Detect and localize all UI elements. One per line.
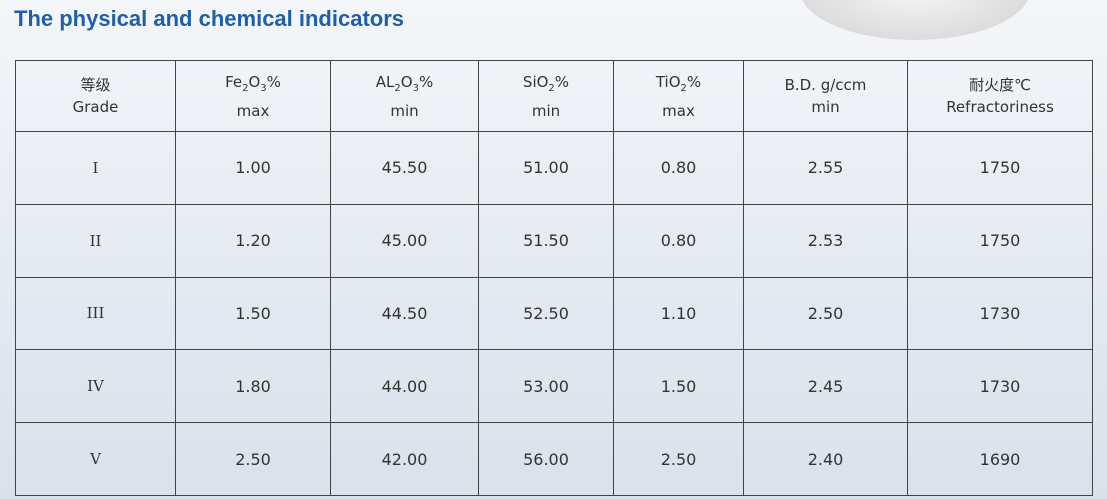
header-sub: min <box>811 98 840 116</box>
table-cell: 2.50 <box>175 422 331 496</box>
table-cell: 42.00 <box>330 422 479 496</box>
table-cell: 51.00 <box>478 131 614 205</box>
header-text: O <box>248 72 261 91</box>
table-cell: 45.50 <box>330 131 479 205</box>
subscript: 2 <box>548 82 555 94</box>
table-cell: IV <box>15 349 176 424</box>
header-line: B.D. g/ccm <box>744 74 907 96</box>
table-cell: 1730 <box>907 276 1093 351</box>
table-cell: 44.50 <box>330 276 479 351</box>
header-text: B.D. g/ccm <box>784 76 867 94</box>
subscript: 3 <box>260 82 267 94</box>
header-cell: B.D. g/ccm min <box>743 60 908 132</box>
table-cell: 53.00 <box>478 349 614 424</box>
subscript: 2 <box>394 82 401 94</box>
header-text: O <box>400 72 413 91</box>
header-sub: max <box>662 101 695 120</box>
subscript: 2 <box>242 82 249 94</box>
table-body: I 1.00 45.50 51.00 0.80 2.55 1750 II 1.20 45.00 51… <box>15 131 1093 496</box>
table-cell: 0.80 <box>613 203 744 278</box>
table-cell: 1.50 <box>175 276 331 351</box>
header-sub: min <box>390 101 419 120</box>
header-cell: 等级 Grade <box>15 60 176 132</box>
table-cell: 2.50 <box>743 276 908 351</box>
header-sub: max <box>236 101 270 120</box>
table-cell: 56.00 <box>478 422 614 496</box>
table-cell: 1.00 <box>175 131 331 205</box>
table-cell: 51.50 <box>478 203 614 278</box>
table-cell: 45.00 <box>330 203 479 278</box>
table-cell: 0.80 <box>613 131 744 205</box>
header-text: % <box>554 72 570 91</box>
table-cell: 1.10 <box>613 276 744 351</box>
table-cell: 52.50 <box>478 276 614 351</box>
table-cell: 2.50 <box>613 422 744 496</box>
header-text: Fe <box>225 72 243 91</box>
table-cell: 2.45 <box>743 349 908 424</box>
header-text: AL <box>375 72 395 91</box>
table-row: IV 1.80 44.00 53.00 1.50 2.45 1730 <box>15 349 1093 424</box>
table-cell: 1750 <box>907 131 1093 205</box>
subscript: 2 <box>680 82 687 94</box>
table-row: V 2.50 42.00 56.00 2.50 2.40 1690 <box>15 422 1093 496</box>
header-text: 等级 <box>80 76 111 94</box>
header-line: Fe2O3% <box>176 71 330 100</box>
header-cell: SiO2% min <box>478 60 614 132</box>
table-row: I 1.00 45.50 51.00 0.80 2.55 1750 <box>15 131 1093 205</box>
indicator-table: 等级 Grade Fe2O3% max AL2O3% min SiO2% min TiO2% ma… <box>15 60 1093 496</box>
table-cell: I <box>15 131 176 205</box>
header-cell: TiO2% max <box>613 60 744 132</box>
table-cell: V <box>15 422 176 496</box>
header-sub: Refractoriness <box>946 98 1054 116</box>
table-cell: 1.20 <box>175 203 331 278</box>
table-cell: 2.40 <box>743 422 908 496</box>
table-cell: 1.80 <box>175 349 331 424</box>
header-cell: 耐火度℃ Refractoriness <box>907 60 1093 132</box>
header-line: TiO2% <box>614 71 743 100</box>
title: The physical and chemical indicators <box>14 6 405 31</box>
header-line: 耐火度℃ <box>908 74 1092 96</box>
header-sub: min <box>531 101 561 120</box>
header-cell: AL2O3% min <box>330 60 479 132</box>
table-cell: 1690 <box>907 422 1093 496</box>
header-text: % <box>686 72 702 91</box>
header-line: 等级 <box>16 74 175 96</box>
header-text: 耐火度℃ <box>969 76 1031 94</box>
subscript: 3 <box>412 82 419 94</box>
table-cell: 2.53 <box>743 203 908 278</box>
header-line: SiO2% <box>479 71 613 100</box>
table-row: II 1.20 45.00 51.50 0.80 2.53 1750 <box>15 203 1093 278</box>
table-cell: 44.00 <box>330 349 479 424</box>
table-cell: 1750 <box>907 203 1093 278</box>
header-row: 等级 Grade Fe2O3% max AL2O3% min SiO2% min TiO2% ma… <box>15 60 1093 132</box>
table-row: III 1.50 44.50 52.50 1.10 2.50 1730 <box>15 276 1093 351</box>
header-text: TiO <box>655 72 681 91</box>
header-line: AL2O3% <box>331 71 478 100</box>
header-text: SiO <box>522 72 549 91</box>
header-text: % <box>266 72 281 91</box>
table-cell: 2.55 <box>743 131 908 205</box>
table-cell: II <box>15 203 176 278</box>
table-cell: III <box>15 276 176 351</box>
header-text: % <box>418 72 434 91</box>
table-cell: 1.50 <box>613 349 744 424</box>
product-image <box>800 0 1030 40</box>
table-cell: 1730 <box>907 349 1093 424</box>
header-cell: Fe2O3% max <box>175 60 331 132</box>
header-sub: Grade <box>72 98 119 116</box>
